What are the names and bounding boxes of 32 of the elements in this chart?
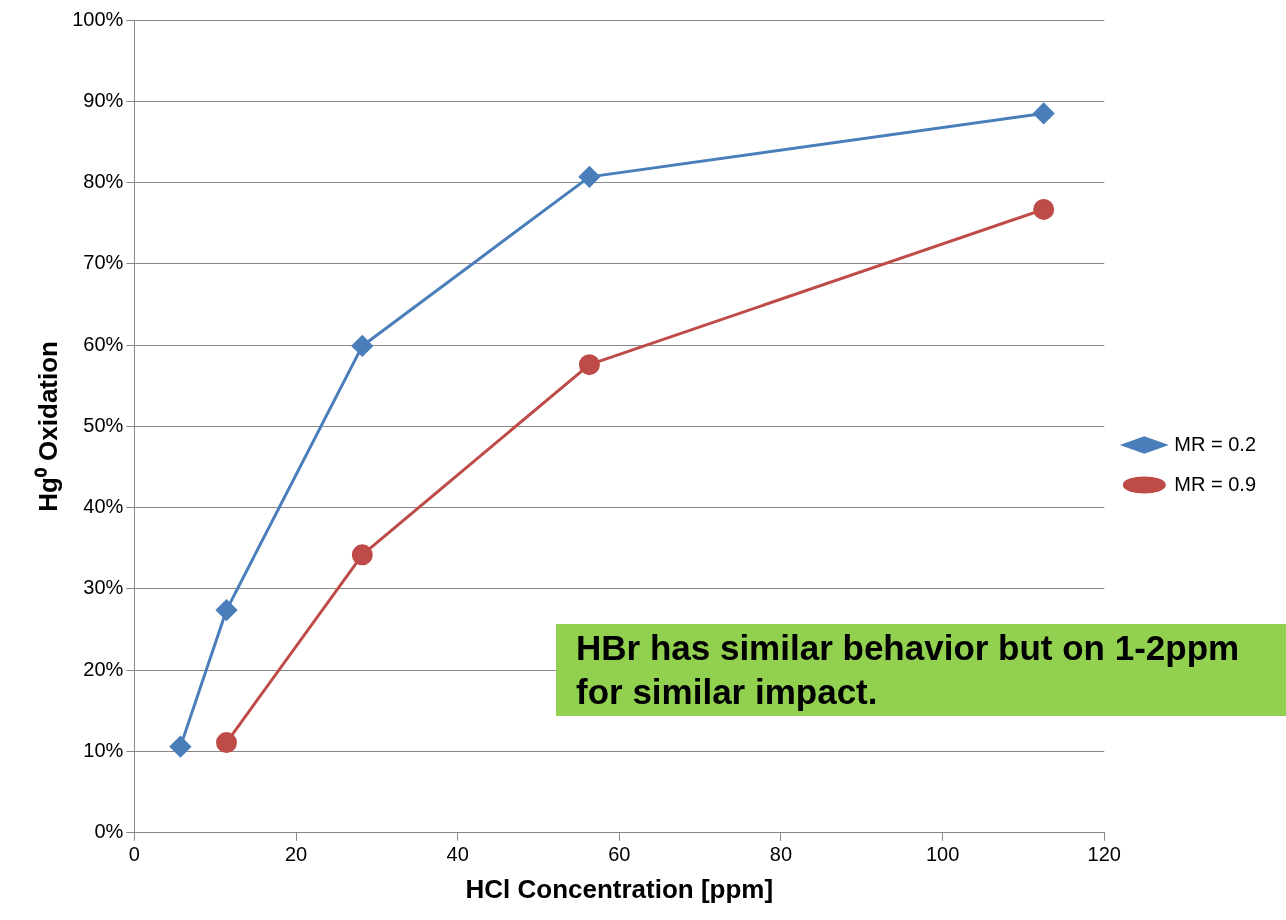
x-tick-label: 100 <box>925 843 960 866</box>
point <box>216 732 237 754</box>
y-tick-label: 30% <box>83 576 124 599</box>
legend-label: MR = 0.2 <box>1174 432 1256 455</box>
y-tick-label: 20% <box>83 657 124 680</box>
y-tick-label: 50% <box>83 413 124 436</box>
point <box>1033 198 1055 220</box>
y-axis-title: Hg⁰ Oxidation <box>32 341 63 512</box>
y-tick-label: 70% <box>83 251 124 274</box>
point <box>169 736 191 758</box>
x-tick-label: 120 <box>1087 843 1121 866</box>
annotation: HBr has similar behavior but on 1-2ppm for similar impact. <box>556 624 1286 716</box>
point <box>1033 102 1055 124</box>
x-tick-label: 20 <box>284 843 308 866</box>
y-tick-label: 10% <box>83 739 124 762</box>
x-axis-title: HCl Concentration [ppm] <box>465 873 774 904</box>
point <box>216 599 237 621</box>
y-tick-label: 0% <box>94 820 124 843</box>
point <box>578 166 600 188</box>
y-tick-label: 60% <box>83 332 124 355</box>
point <box>351 544 373 566</box>
point <box>578 354 600 376</box>
x-tick-label: 60 <box>608 843 631 866</box>
y-tick-label: 80% <box>83 170 124 193</box>
legend-label: MR = 0.9 <box>1174 472 1256 495</box>
x-tick-label: 40 <box>446 843 469 866</box>
x-tick-label: 0 <box>128 843 140 866</box>
y-tick-label: 90% <box>83 88 124 111</box>
y-tick-label: 40% <box>83 495 124 518</box>
x-tick-label: 80 <box>769 843 793 866</box>
point <box>351 335 373 357</box>
y-tick-label: 100% <box>72 7 124 30</box>
